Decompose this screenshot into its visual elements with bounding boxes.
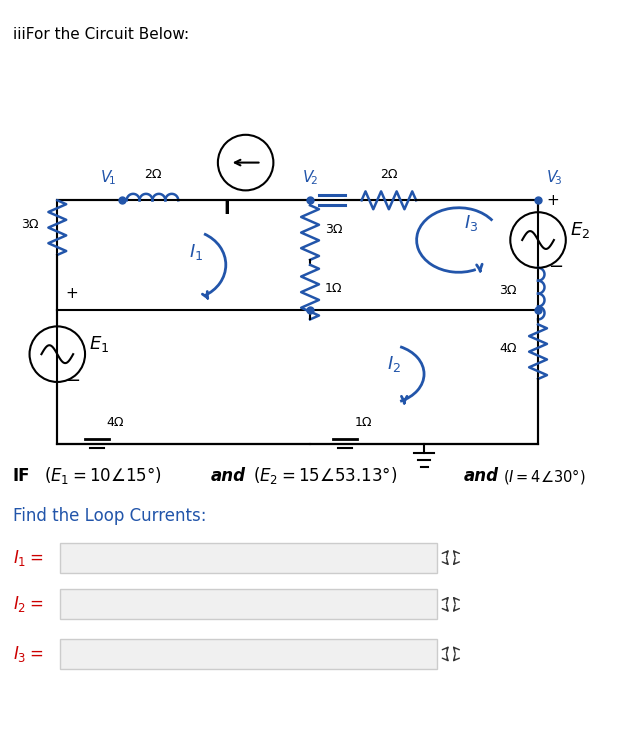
Text: $I_2$: $I_2$ xyxy=(387,354,401,374)
Text: −: − xyxy=(65,372,81,390)
Bar xyxy=(60,639,437,669)
Text: $I_1=$: $I_1=$ xyxy=(13,547,43,568)
Text: 1Ω: 1Ω xyxy=(325,282,342,295)
Text: $V_{\!1}$: $V_{\!1}$ xyxy=(100,168,117,187)
Text: 3Ω: 3Ω xyxy=(500,284,517,296)
Text: iiiFor the Circuit Below:: iiiFor the Circuit Below: xyxy=(13,26,189,41)
Text: 4Ω: 4Ω xyxy=(500,342,517,354)
Text: −: − xyxy=(548,258,563,276)
Text: $I_3$: $I_3$ xyxy=(463,213,478,233)
Bar xyxy=(60,543,437,572)
Text: $E_2$: $E_2$ xyxy=(570,220,590,240)
Text: $V_{\!2}$: $V_{\!2}$ xyxy=(302,168,318,187)
Text: Find the Loop Currents:: Find the Loop Currents: xyxy=(13,507,206,525)
Text: $E_1$: $E_1$ xyxy=(89,334,109,354)
Text: 3Ω: 3Ω xyxy=(325,222,342,235)
Text: +: + xyxy=(65,286,78,301)
Text: IF: IF xyxy=(13,467,30,486)
Text: and: and xyxy=(463,467,499,486)
Text: $(I = 4\angle30°)$: $(I = 4\angle30°)$ xyxy=(503,467,586,486)
Text: +: + xyxy=(546,193,559,208)
Text: 4Ω: 4Ω xyxy=(107,415,124,428)
Text: 2Ω: 2Ω xyxy=(380,168,398,182)
Text: $I_3=$: $I_3=$ xyxy=(13,644,43,664)
Text: 1Ω: 1Ω xyxy=(354,415,372,428)
Text: and: and xyxy=(211,467,246,486)
Text: $V_{\!3}$: $V_{\!3}$ xyxy=(546,168,562,187)
Text: $(E_2 = 15\angle53.13°)$: $(E_2 = 15\angle53.13°)$ xyxy=(252,465,397,486)
Text: 2Ω: 2Ω xyxy=(144,168,161,182)
Bar xyxy=(57,201,538,443)
Text: I: I xyxy=(224,201,230,218)
Text: $I_1$: $I_1$ xyxy=(189,242,203,262)
Text: $I_2=$: $I_2=$ xyxy=(13,594,43,615)
Text: $(E_1 = 10\angle15°)$: $(E_1 = 10\angle15°)$ xyxy=(44,465,162,486)
Text: 3Ω: 3Ω xyxy=(21,218,38,231)
Bar xyxy=(60,590,437,619)
